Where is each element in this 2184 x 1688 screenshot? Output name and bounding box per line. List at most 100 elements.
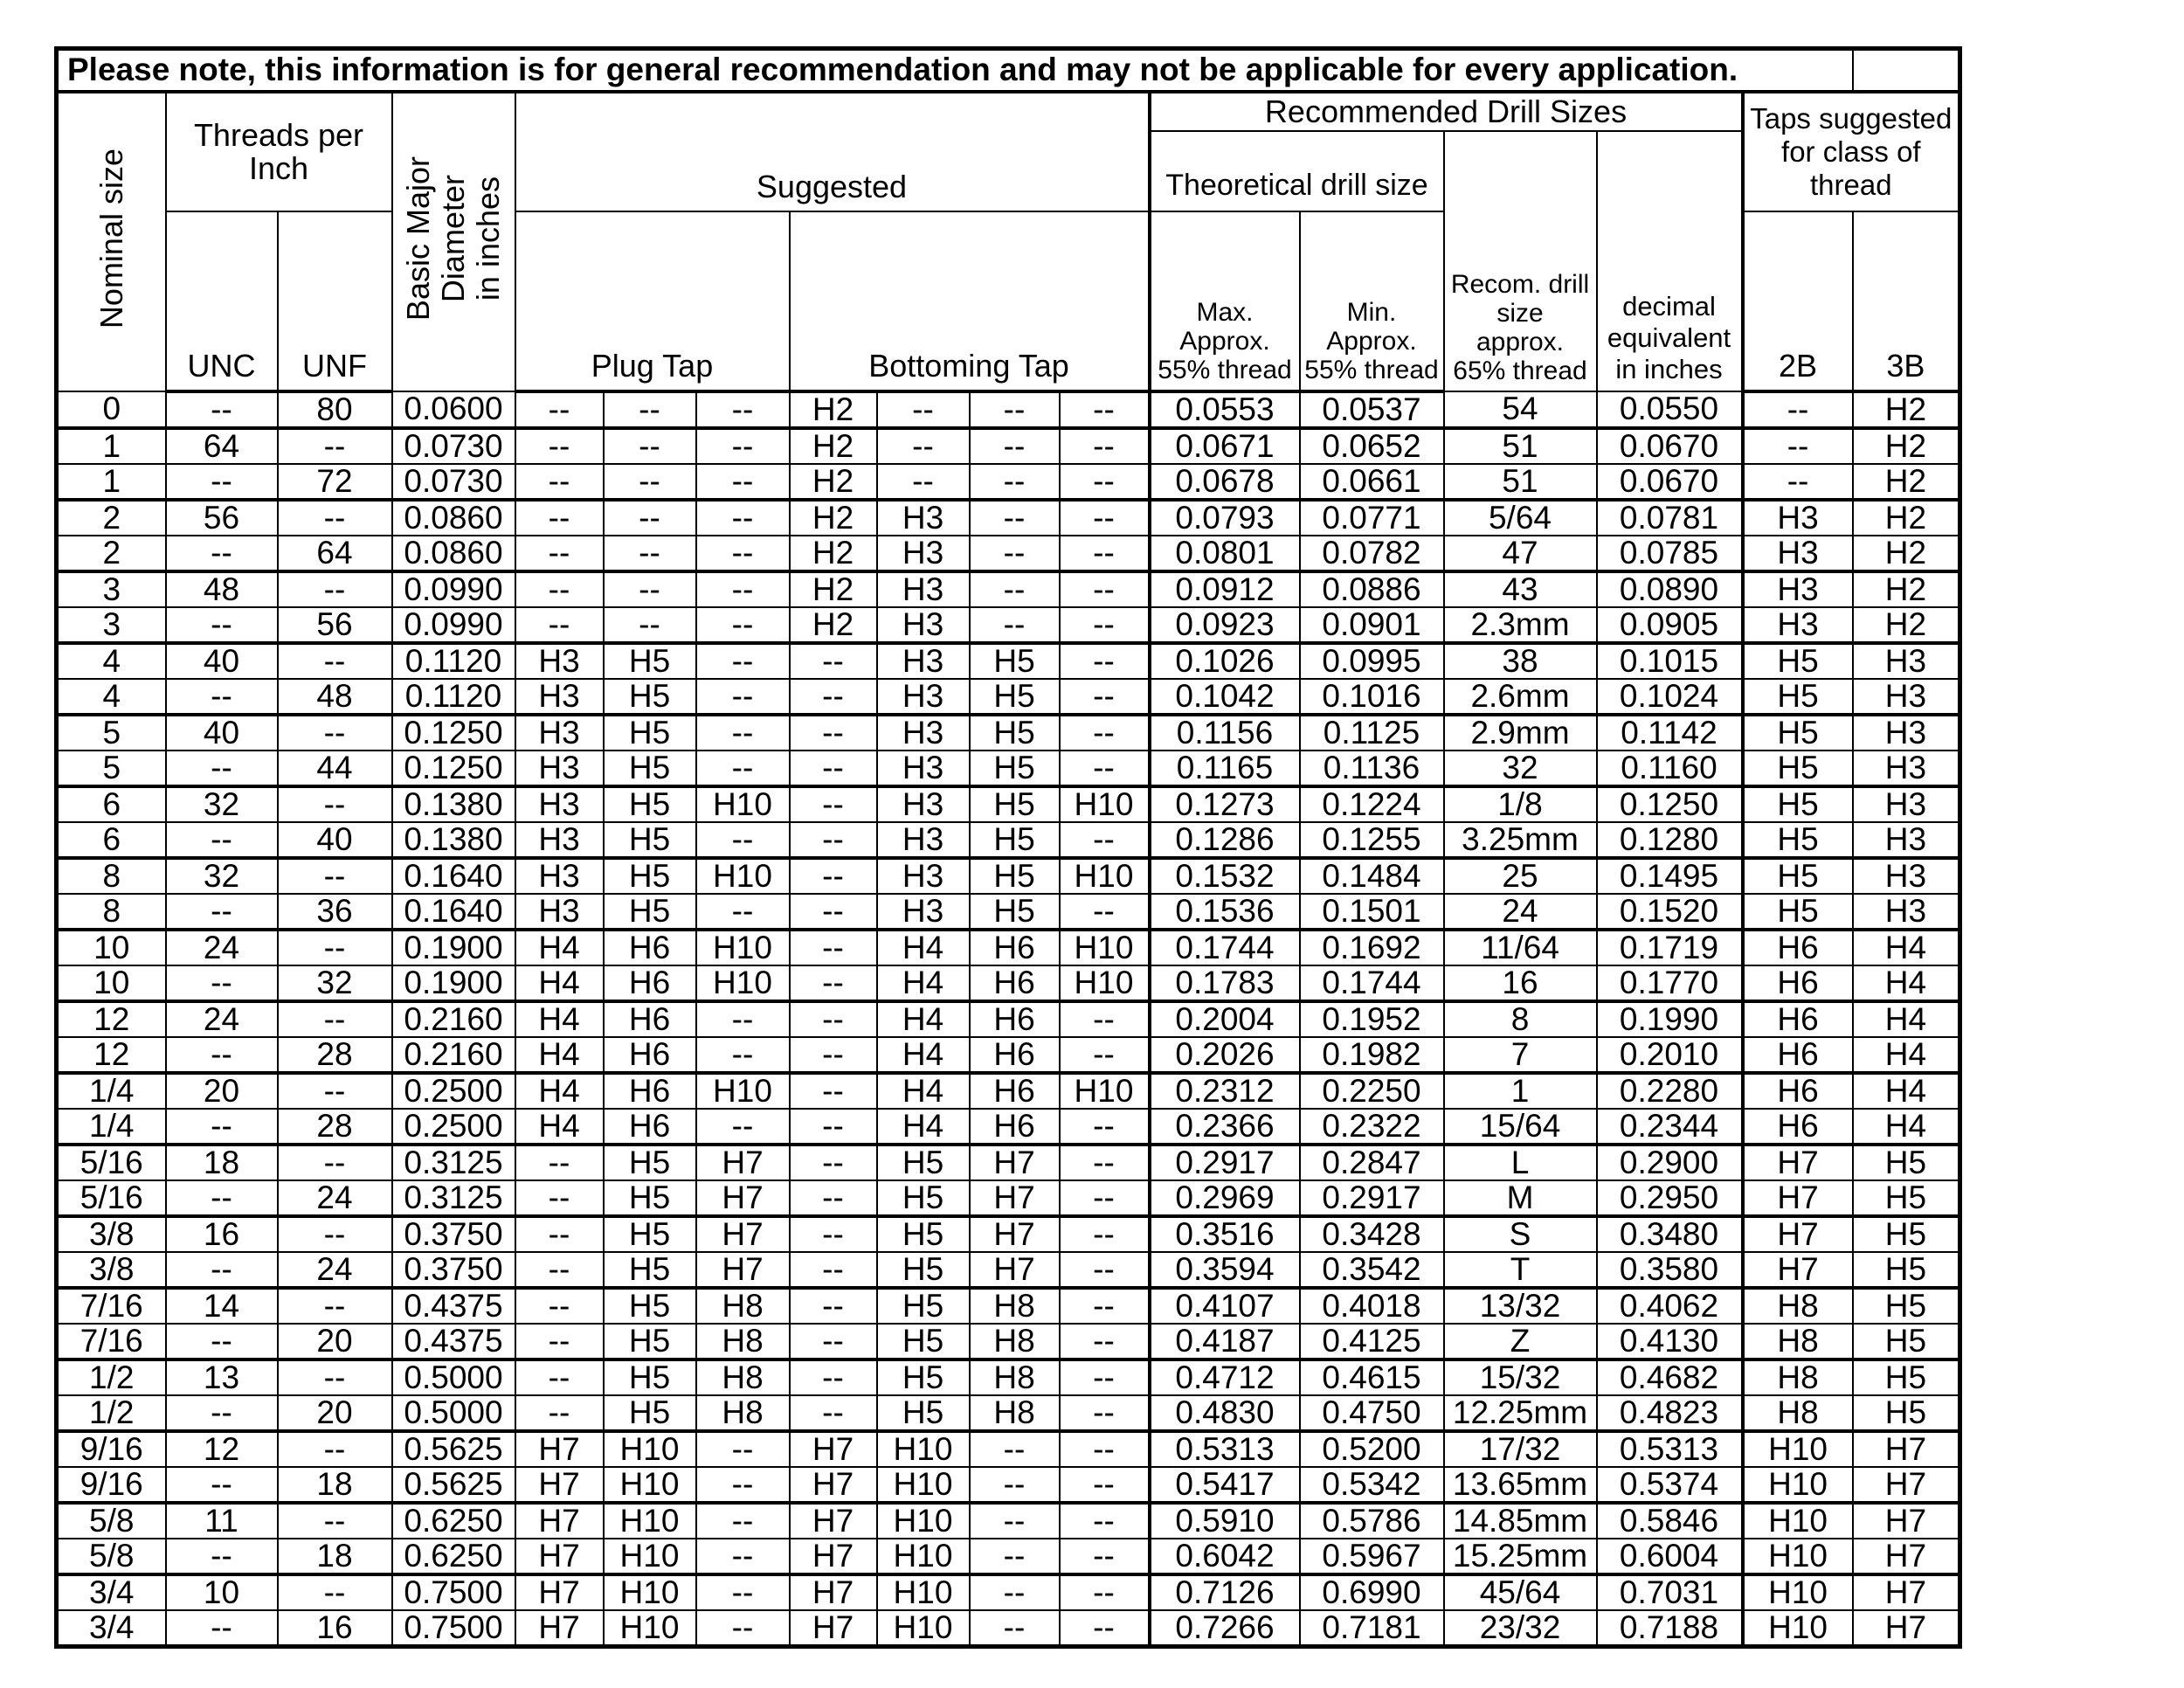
table-cell: H3 — [875, 677, 971, 716]
table-cell: 11 — [164, 1501, 279, 1539]
table-cell: -- — [695, 1465, 791, 1505]
table-cell: 20 — [276, 1394, 393, 1433]
table-cell: H5 — [602, 1143, 697, 1181]
table-cell: 0.2026 — [1147, 1035, 1301, 1075]
header-suggested: Suggested — [514, 90, 1151, 212]
table-cell: 13.65mm — [1442, 1465, 1598, 1505]
table-cell: -- — [1058, 1394, 1151, 1433]
table-cell: H4 — [875, 964, 971, 1003]
table-cell: 56 — [164, 498, 279, 536]
table-cell: H4 — [1851, 1000, 1961, 1038]
table-cell: 0.4375 — [390, 1286, 516, 1325]
table-cell: -- — [875, 426, 971, 465]
table-cell: -- — [514, 498, 605, 536]
table-cell: 5/8 — [55, 1501, 167, 1539]
table-cell: H6 — [602, 1000, 697, 1038]
table-cell: H7 — [968, 1214, 1061, 1253]
table-cell: 0.1744 — [1298, 964, 1445, 1003]
table-cell: -- — [602, 534, 697, 573]
table-cell: H5 — [875, 1143, 971, 1181]
table-cell: -- — [164, 390, 279, 430]
table-cell: 0.0730 — [390, 426, 516, 465]
table-cell: H10 — [875, 1608, 971, 1648]
table-cell: -- — [276, 713, 393, 751]
table-cell: 0.1380 — [390, 820, 516, 860]
table-cell: H6 — [1740, 928, 1854, 966]
table-cell: H3 — [1851, 892, 1961, 931]
table-cell: 51 — [1442, 462, 1598, 502]
table-cell: 0.6042 — [1147, 1537, 1301, 1576]
table-cell: H7 — [695, 1179, 791, 1218]
table-cell: -- — [788, 749, 878, 788]
table-cell: H7 — [695, 1250, 791, 1290]
table-row: 1/4 20 -- 0.2500 H4 H6 H10 -- H4 H6 H10 0.2312 0.225… — [55, 1071, 1961, 1110]
table-cell: 0.0886 — [1298, 570, 1445, 608]
table-cell: H7 — [1851, 1608, 1961, 1648]
table-cell: H5 — [1740, 749, 1854, 788]
table-cell: 0.0990 — [390, 570, 516, 608]
table-cell: 5/16 — [55, 1143, 167, 1181]
table-cell: -- — [164, 1035, 279, 1075]
table-cell: 32 — [1442, 749, 1598, 788]
table-cell: 0.5625 — [390, 1429, 516, 1468]
table-cell: 0.0678 — [1147, 462, 1301, 502]
table-cell: 5/64 — [1442, 498, 1598, 536]
table-cell: -- — [695, 570, 791, 608]
table-cell: -- — [788, 892, 878, 931]
table-cell: H4 — [1851, 1035, 1961, 1075]
table-cell: 16 — [1442, 964, 1598, 1003]
table-cell: 10 — [164, 1573, 279, 1611]
table-cell: H4 — [875, 1000, 971, 1038]
table-cell: 0.2917 — [1298, 1179, 1445, 1218]
header-bottoming-tap: Bottoming Tap — [788, 210, 1151, 393]
table-cell: 2.3mm — [1442, 605, 1598, 645]
table-cell: -- — [276, 1286, 393, 1325]
table-row: 4 40 -- 0.1120 H3 H5 -- -- H3 H5 -- 0.1026 0.0995 38 0… — [55, 641, 1961, 680]
table-cell: -- — [1058, 1286, 1151, 1325]
table-cell: -- — [164, 462, 279, 502]
table-cell: H10 — [1740, 1537, 1854, 1576]
table-cell: -- — [968, 1465, 1061, 1505]
table-cell: H8 — [968, 1286, 1061, 1325]
table-cell: 0.0652 — [1298, 426, 1445, 465]
table-cell: H6 — [602, 1035, 697, 1075]
table-cell: -- — [1058, 713, 1151, 751]
table-cell: 0.1250 — [390, 713, 516, 751]
table-cell: -- — [1058, 1107, 1151, 1146]
table-cell: 51 — [1442, 426, 1598, 465]
table-cell: 0.4823 — [1595, 1394, 1744, 1433]
table-cell: 28 — [276, 1107, 393, 1146]
table-row: 1/2 13 -- 0.5000 -- H5 H8 -- H5 H8 -- 0.4712 0.4615 1… — [55, 1358, 1961, 1396]
table-cell: 0.4682 — [1595, 1358, 1744, 1396]
table-cell: 0.2160 — [390, 1035, 516, 1075]
table-cell: -- — [1058, 1214, 1151, 1253]
table-cell: 12 — [164, 1429, 279, 1468]
table-cell: 1/8 — [1442, 785, 1598, 823]
table-cell: -- — [1058, 1537, 1151, 1576]
table-cell: 0.1501 — [1298, 892, 1445, 931]
table-cell: H2 — [1851, 390, 1961, 430]
table-cell: -- — [1058, 749, 1151, 788]
header-nominal-size: Nominal size — [55, 90, 167, 392]
table-cell: 0.1120 — [390, 641, 516, 680]
table-cell: H10 — [602, 1537, 697, 1576]
table-cell: 5 — [55, 749, 167, 788]
table-cell: H10 — [1740, 1429, 1854, 1468]
table-cell: 0.4615 — [1298, 1358, 1445, 1396]
table-cell: 10 — [55, 964, 167, 1003]
table-cell: H4 — [1851, 928, 1961, 966]
table-cell: 6 — [55, 785, 167, 823]
table-cell: H2 — [788, 390, 878, 430]
table-cell: -- — [788, 1250, 878, 1290]
table-cell: H6 — [1740, 1035, 1854, 1075]
table-cell: H10 — [695, 1071, 791, 1110]
table-row: 5/8 -- 18 0.6250 H7 H10 -- H7 H10 -- -- 0.6042 0.596… — [55, 1537, 1961, 1576]
table-cell: H3 — [514, 641, 605, 680]
table-cell: -- — [1058, 1000, 1151, 1038]
table-cell: H3 — [514, 856, 605, 895]
table-cell: 0.1160 — [1595, 749, 1744, 788]
table-cell: 0.0550 — [1595, 390, 1744, 430]
header-row-3: UNC UNF Plug Tap Bottoming Tap Max. Appr… — [57, 210, 1961, 393]
table-cell: H10 — [695, 856, 791, 895]
table-cell: H3 — [1851, 641, 1961, 680]
